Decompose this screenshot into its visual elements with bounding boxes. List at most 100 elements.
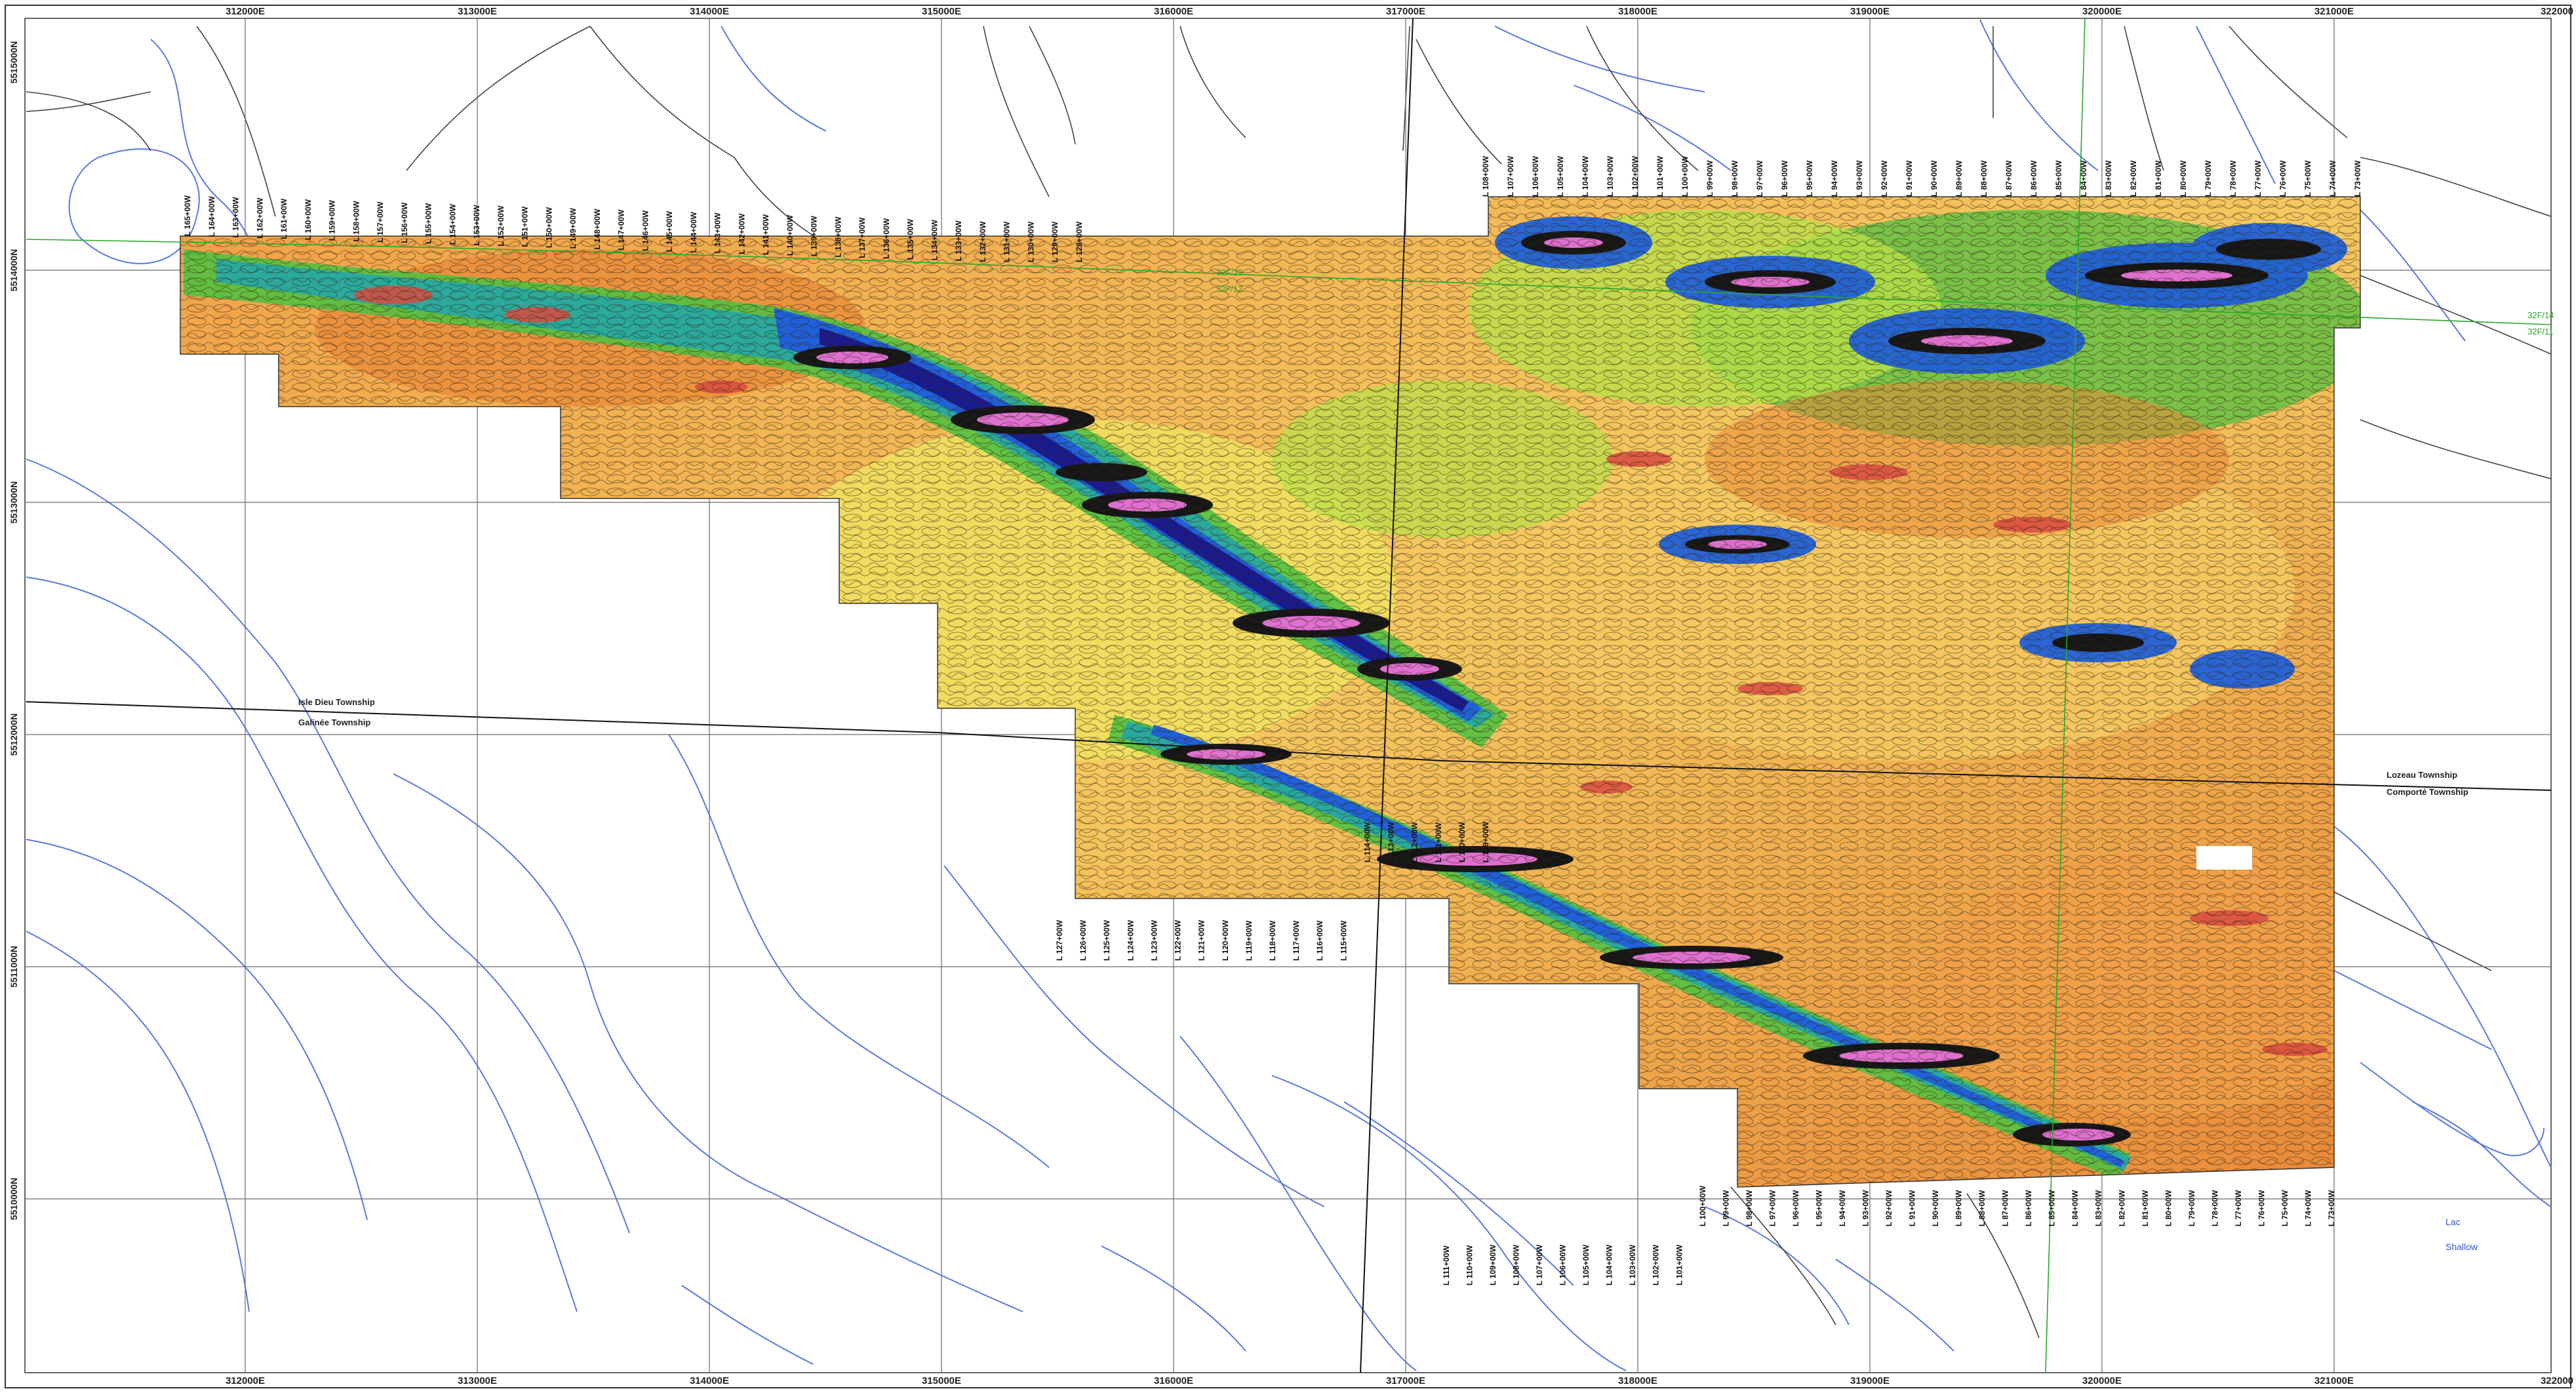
survey-line-label: L 107+00W xyxy=(1506,155,1515,197)
northing-label: 5513000N xyxy=(9,481,19,524)
easting-label: 317000E xyxy=(1386,6,1425,17)
survey-line-label: L 75+00W xyxy=(2303,160,2312,197)
survey-line-label: L 162+00W xyxy=(255,197,264,239)
survey-line-label: L 111+00W xyxy=(1442,1245,1451,1286)
survey-line-label: L 124+00W xyxy=(1126,919,1135,961)
survey-line-label: L 110+00W xyxy=(1465,1245,1475,1285)
line-labels-top: L 165+00W L 164+00W L 163+00W L 162+00W L 16… xyxy=(183,155,2362,262)
survey-line-label: L 103+00W xyxy=(1606,155,1615,197)
survey-line-label: L 86+00W xyxy=(2029,160,2038,197)
survey-line-label: L 90+00W xyxy=(1930,160,1939,197)
survey-line-label: L 120+00W xyxy=(1221,919,1230,961)
survey-line-label: L 155+00W xyxy=(424,203,433,244)
easting-label: 313000E xyxy=(458,1375,497,1386)
survey-line-label: L 116+00W xyxy=(1315,920,1324,961)
survey-line-label: L 135+00W xyxy=(906,218,915,260)
survey-line-label: L 101+00W xyxy=(1674,1244,1684,1285)
survey-line-label: L 98+00W xyxy=(1745,1190,1754,1226)
survey-line-label: L 76+00W xyxy=(2257,1190,2266,1226)
survey-line-label: L 91+00W xyxy=(1908,1190,1917,1226)
survey-line-label: L 144+00W xyxy=(689,211,698,252)
easting-label: 322000 xyxy=(2541,1375,2573,1386)
survey-line-label: L 106+00W xyxy=(1558,1244,1568,1285)
survey-line-label: L 103+00W xyxy=(1628,1244,1637,1285)
survey-line-label: L 128+00W xyxy=(1075,221,1084,262)
survey-line-label: L 147+00W xyxy=(617,209,626,251)
township-name: Galinée Township xyxy=(298,717,370,727)
northing-label: 5515000N xyxy=(9,41,19,84)
survey-line-label: L 104+00W xyxy=(1605,1244,1614,1285)
survey-line-label: L 109+00W xyxy=(1488,1244,1497,1285)
survey-line-label: L 149+00W xyxy=(568,207,578,249)
easting-label: 314000E xyxy=(690,6,729,17)
easting-label: 317000E xyxy=(1386,1375,1425,1386)
survey-line-label: L 133+00W xyxy=(954,220,963,262)
line-labels-mid: L 127+00W L 126+00W L 125+00W L 124+00W L 12… xyxy=(1055,821,1490,961)
northing-labels: 5515000N 5514000N 5513000N 5512000N 5511… xyxy=(9,41,19,1221)
survey-line-label: L 75+00W xyxy=(2280,1190,2289,1226)
survey-line-label: L 79+00W xyxy=(2204,160,2213,197)
survey-line-label: L 92+00W xyxy=(1884,1190,1893,1226)
survey-line-label: L 99+00W xyxy=(1721,1190,1730,1226)
survey-line-label: L 74+00W xyxy=(2328,160,2337,197)
easting-label: 321000E xyxy=(2314,6,2354,17)
roads-layer xyxy=(26,26,2552,1339)
survey-line-label: L 77+00W xyxy=(2253,160,2263,197)
survey-outline xyxy=(180,196,2361,1188)
easting-label: 319000E xyxy=(1850,1375,1890,1386)
survey-line-label: L 143+00W xyxy=(713,212,723,254)
easting-label: 318000E xyxy=(1618,6,1657,17)
survey-line-label: L 150+00W xyxy=(544,207,553,248)
sheet-label: 32F/11 xyxy=(2527,327,2554,336)
survey-line-label: L 153+00W xyxy=(472,205,481,246)
survey-line-label: L 163+00W xyxy=(231,197,241,238)
survey-line-label: L 78+00W xyxy=(2210,1190,2219,1226)
survey-line-label: L 97+00W xyxy=(1768,1190,1777,1226)
survey-line-label: L 73+00W xyxy=(2327,1190,2336,1226)
survey-line-label: L 100+00W xyxy=(1680,155,1690,197)
survey-line-label: L 86+00W xyxy=(2024,1190,2033,1226)
survey-line-label: L 106+00W xyxy=(1531,155,1540,197)
survey-line-label: L 80+00W xyxy=(2179,160,2188,197)
survey-line-label: L 130+00W xyxy=(1027,221,1036,262)
survey-line-label: L 160+00W xyxy=(304,199,313,240)
survey-line-label: L 109+00W xyxy=(1481,821,1490,862)
survey-line-label: L 141+00W xyxy=(761,214,770,255)
lake-label: Shallow xyxy=(2446,1242,2478,1252)
easting-label: 322000 xyxy=(2541,6,2573,17)
survey-line-label: L 96+00W xyxy=(1780,160,1789,197)
neatline xyxy=(5,5,2571,1388)
nts-sheet-labels: 32F/13 32F/12 32F/14 32F/11 xyxy=(1216,268,2554,336)
survey-line-label: L 79+00W xyxy=(2187,1190,2196,1226)
survey-line-label: L 102+00W xyxy=(1652,1244,1661,1285)
easting-label: 316000E xyxy=(1154,6,1193,17)
survey-line-label: L 94+00W xyxy=(1830,160,1839,197)
survey-line-label: L 154+00W xyxy=(448,203,457,245)
survey-line-label: L 121+00W xyxy=(1197,919,1206,961)
survey-line-label: L 90+00W xyxy=(1931,1190,1940,1226)
survey-line-label: L 93+00W xyxy=(1855,160,1864,197)
survey-line-label: L 164+00W xyxy=(207,195,216,237)
survey-line-label: L 118+00W xyxy=(1268,920,1277,961)
easting-label: 315000E xyxy=(922,1375,961,1386)
hydrography-layer xyxy=(26,19,2552,1371)
survey-line-label: L 91+00W xyxy=(1905,160,1914,197)
survey-line-label: L 81+00W xyxy=(2141,1190,2150,1226)
easting-label: 316000E xyxy=(1154,1375,1193,1386)
survey-line-label: L 123+00W xyxy=(1149,919,1159,961)
survey-line-label: L 92+00W xyxy=(1880,160,1889,197)
survey-line-label: L 105+00W xyxy=(1581,1244,1591,1285)
survey-line-label: L 112+00W xyxy=(1410,822,1419,862)
easting-label: 312000E xyxy=(226,6,265,17)
survey-line-label: L 104+00W xyxy=(1581,155,1590,197)
easting-label: 318000E xyxy=(1618,1375,1657,1386)
survey-line-label: L 132+00W xyxy=(978,221,987,262)
line-labels-bottom: L 111+00W L 110+00W L 109+00W L 108+00W L 10… xyxy=(1442,1185,2336,1285)
survey-line-label: L 117+00W xyxy=(1292,920,1301,961)
township-names: Isle Dieu Township Galinée Township Loze… xyxy=(298,697,2468,797)
survey-line-label: L 113+00W xyxy=(1387,822,1396,862)
easting-label: 320000E xyxy=(2082,6,2122,17)
survey-line-label: L 82+00W xyxy=(2117,1190,2126,1226)
